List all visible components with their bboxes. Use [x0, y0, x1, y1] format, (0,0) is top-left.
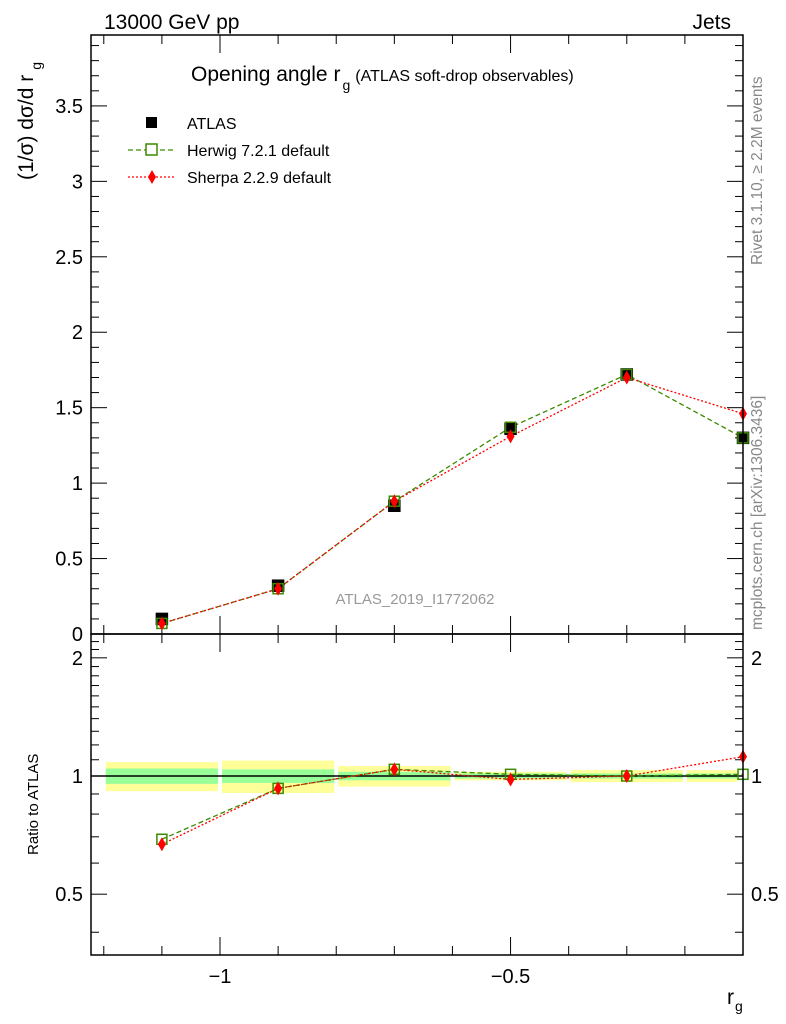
ratio-y-tick-label-right: 2	[751, 648, 762, 670]
legend-atlas-label: ATLAS	[187, 116, 237, 133]
ratio-y-tick-label-left: 0.5	[55, 884, 83, 906]
svg-text:rg: rg	[727, 986, 743, 1014]
ratio-y-tick-label-left: 1	[72, 766, 83, 788]
ratio-y-tick-label-right: 0.5	[751, 884, 779, 906]
sherpa-point	[274, 581, 283, 596]
watermark: ATLAS_2019_I1772062	[335, 591, 494, 608]
x-tick-label: −0.5	[491, 966, 530, 988]
title-main: Opening angle r	[191, 63, 340, 86]
ratio-frame	[90, 633, 744, 956]
main-y-tick-label: 0.5	[55, 549, 83, 571]
plot-title: Opening angle r g (ATLAS soft-drop observa…	[191, 63, 574, 93]
x-axis-label: rg	[727, 986, 743, 1014]
sherpa-point	[506, 429, 515, 444]
x-tick-label: −1	[209, 966, 232, 988]
header-right: Jets	[692, 11, 731, 34]
ratio-y-tick-label-left: 2	[72, 648, 83, 670]
main-y-tick-label: 1.5	[55, 398, 83, 420]
main-y-tick-label: 3	[72, 171, 83, 193]
main-ylabel-sub: g	[28, 62, 44, 70]
ratio-sherpa-point	[390, 762, 399, 777]
main-y-tick-label: 0	[72, 624, 83, 646]
main-y-tick-label: 2	[72, 322, 83, 344]
ratio-ylabel: Ratio to ATLAS	[25, 754, 42, 855]
legend-atlas-marker	[146, 117, 157, 128]
rivet-text: Rivet 3.1.10, ≥ 2.2M events	[749, 76, 766, 265]
main-panel: 0 0.5 1 1.5 2 2.5 3 3.5	[55, 34, 750, 646]
legend-herwig-marker	[145, 143, 158, 156]
ratio-sherpa-point	[506, 772, 515, 787]
svg-text:(1/σ) dσ/d rg: (1/σ) dσ/d r g	[15, 62, 44, 180]
herwig-line	[161, 373, 744, 625]
x-axis-label-sub: g	[735, 998, 743, 1014]
x-axis-label-text: r	[727, 986, 734, 1009]
svg-text:Opening angle rg(ATLAS soft-dr: Opening angle r g (ATLAS soft-drop observa…	[191, 63, 574, 93]
sherpa-point	[157, 616, 166, 631]
main-y-tick-label: 2.5	[55, 247, 83, 269]
legend-sherpa-label: Sherpa 2.2.9 default	[187, 170, 332, 187]
sherpa-point	[390, 494, 399, 509]
sherpa-line	[161, 376, 744, 625]
main-y-tick-label: 3.5	[55, 96, 83, 118]
mcplots-text: mcplots.cern.ch [arXiv:1306.3436]	[749, 396, 766, 630]
ratio-herwig-line	[161, 768, 744, 840]
main-y-tick-label: 1	[72, 473, 83, 495]
ratio-sherpa-point	[622, 769, 631, 784]
legend-sherpa-marker	[148, 170, 156, 184]
header-left: 13000 GeV pp	[104, 11, 239, 34]
legend: ATLAS Herwig 7.2.1 default Sherpa 2.2.9 …	[128, 116, 332, 187]
legend-herwig-label: Herwig 7.2.1 default	[187, 143, 330, 160]
ratio-sherpa-point	[274, 781, 283, 796]
sherpa-point	[622, 370, 631, 385]
main-ylabel: (1/σ) dσ/d r g	[15, 62, 44, 180]
title-extra: (ATLAS soft-drop observables)	[355, 68, 573, 85]
ratio-sherpa-point	[157, 837, 166, 852]
title-sub: g	[342, 77, 350, 93]
ratio-y-tick-label-right: 1	[751, 766, 762, 788]
ratio-panel: −1 −0.5 0.5 0.5 1 1 2 2	[55, 633, 779, 988]
main-ylabel-text: (1/σ) dσ/d r	[15, 75, 38, 180]
ratio-sherpa-line	[161, 756, 744, 845]
